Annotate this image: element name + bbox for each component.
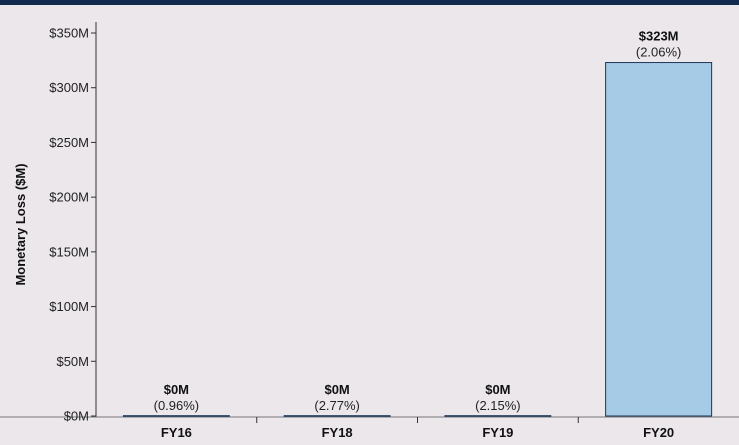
y-tick-label: $350M (49, 26, 89, 41)
data-label-percent: (2.15%) (475, 398, 521, 413)
y-tick-label: $0M (64, 409, 89, 424)
bar-fy18 (283, 415, 391, 417)
y-tick-label: $100M (49, 299, 89, 314)
bar-fy19 (444, 415, 552, 417)
data-label-value: $0M (164, 382, 189, 397)
data-label-value: $0M (324, 382, 349, 397)
y-tick-label: $50M (56, 354, 89, 369)
x-tick-label: FY19 (482, 425, 513, 440)
bar-fy20 (605, 62, 713, 417)
labels-layer: $0M(0.96%)FY16$0M(2.77%)FY18$0M(2.15%)FY… (154, 29, 682, 440)
y-tick-label: $300M (49, 80, 89, 95)
x-tick-label: FY16 (161, 425, 192, 440)
bar-fy16 (122, 415, 230, 417)
data-label-percent: (2.06%) (636, 45, 682, 60)
data-label-value: $323M (639, 29, 679, 44)
axes-layer: $0M $50M $100M $150M $200M $250M $300M $350M (0, 22, 739, 424)
y-axis-title: Monetary Loss ($M) (13, 163, 28, 285)
x-tick-label: FY18 (322, 425, 353, 440)
y-tick-label: $250M (49, 135, 89, 150)
x-tick-label: FY20 (643, 425, 674, 440)
header-bar (0, 0, 739, 5)
bars-layer (122, 62, 713, 417)
data-label-percent: (2.77%) (314, 398, 360, 413)
y-tick-label: $150M (49, 244, 89, 259)
data-label-value: $0M (485, 382, 510, 397)
data-label-percent: (0.96%) (154, 398, 200, 413)
y-tick-label: $200M (49, 190, 89, 205)
